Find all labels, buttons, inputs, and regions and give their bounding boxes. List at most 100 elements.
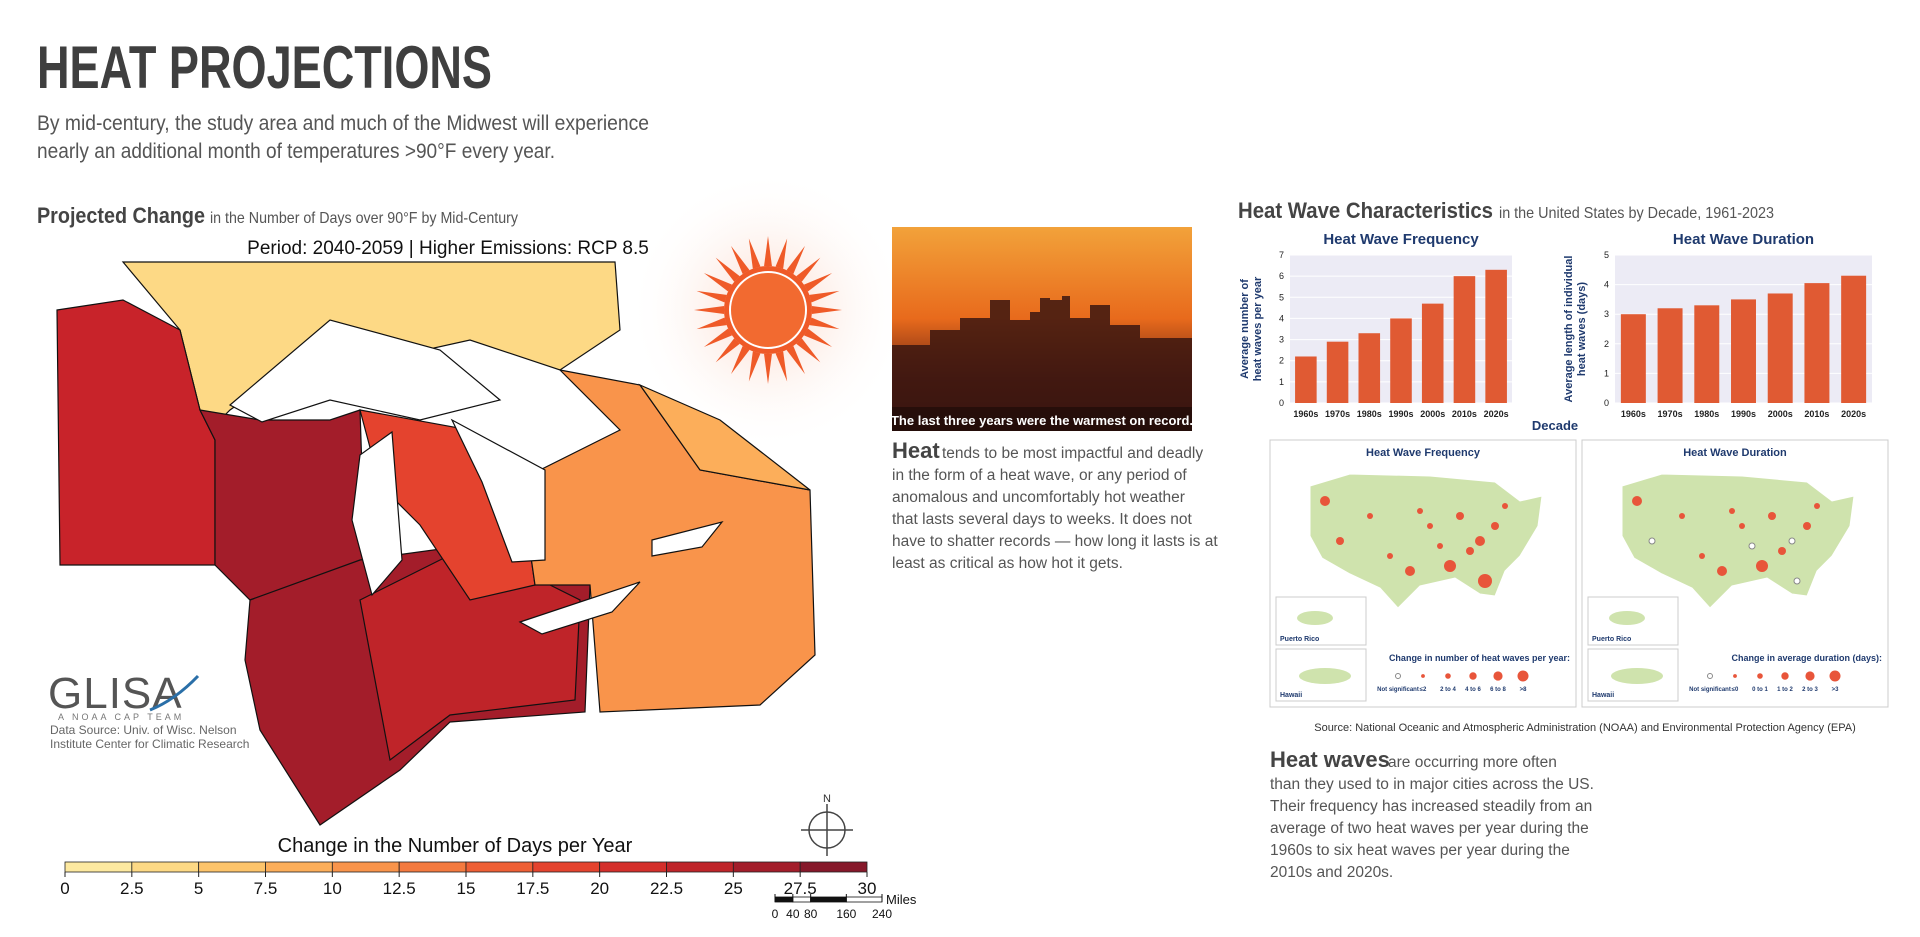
section-heading: Projected Change (37, 203, 205, 228)
legend-label: Not significant (1689, 687, 1731, 693)
legend-label: >3 (1832, 687, 1840, 693)
colorbar-tick-label: 2.5 (120, 879, 144, 898)
paragraph-line: average of two heat waves per year durin… (1270, 820, 1589, 837)
city-dot (1756, 560, 1768, 572)
colorbar-swatch (265, 861, 333, 873)
y-tick-label: 3 (1604, 309, 1609, 319)
city-dot (1405, 566, 1415, 576)
lake (450, 418, 546, 563)
city-dot (1632, 496, 1642, 506)
compass (801, 804, 853, 856)
source-note: Source: National Oceanic and Atmospheric… (1314, 722, 1856, 734)
map-region (638, 383, 811, 491)
city-dot (1466, 547, 1474, 555)
compass-label: N (823, 793, 831, 805)
scale-segment (774, 896, 794, 903)
lake (518, 581, 641, 635)
legend-dot (1805, 671, 1815, 681)
paragraph-line: least as critical as how hot it gets. (892, 555, 1123, 572)
city-dot (1679, 513, 1685, 519)
bar-chart: Heat Wave Frequency 0 1 2 3 4 5 6 7 Average numbe… (1239, 231, 1512, 419)
bar (1804, 283, 1830, 403)
legend-dot (1781, 672, 1789, 680)
heat-paragraph: Heat tends to be most impactful and deadl… (892, 438, 1218, 572)
x-axis-label: Decade (1532, 418, 1578, 433)
inset-label: Puerto Rico (1592, 636, 1631, 643)
x-tick-label: 1960s (1621, 409, 1646, 419)
sun-ray (731, 345, 750, 375)
bar (1485, 269, 1507, 403)
inset-shape (1611, 668, 1663, 684)
sun-ray (775, 351, 788, 382)
photo-caption-bg (892, 407, 1192, 431)
colorbar-tick-label: 25 (724, 879, 743, 898)
inset-label: Hawaii (1592, 692, 1614, 699)
city-dot (1491, 522, 1499, 530)
colorbar-swatch (131, 861, 200, 873)
sun-ray (803, 328, 833, 347)
colorbar-tick-label: 27.5 (784, 879, 817, 898)
colorbar-swatch (532, 861, 601, 873)
colorbar-swatch (599, 861, 667, 873)
bar (1421, 303, 1444, 403)
sun-ray (731, 245, 750, 275)
sun-ray (786, 345, 805, 375)
y-tick-label: 4 (1604, 280, 1609, 290)
colorbar: 0 2.5 5 7.5 10 12.5 15 17.5 20 22.5 25 27.5 30 (60, 861, 876, 898)
legend-label: 0 to 1 (1752, 687, 1768, 693)
legend-dot (1469, 672, 1477, 680)
bar (1767, 293, 1793, 403)
colorbar-title: Change in the Number of Days per Year (278, 835, 633, 857)
scale-segment (845, 896, 883, 903)
paragraph-line: than they used to in major cities across… (1270, 776, 1594, 793)
projection-map (56, 261, 816, 826)
sun-ray (764, 236, 772, 267)
legend-label: 2 to 4 (1440, 687, 1456, 693)
y-axis-label: Average number of (1239, 279, 1251, 379)
legend-dot (1757, 673, 1763, 679)
section-heading-rest: in the Number of Days over 90°F by Mid-C… (210, 210, 518, 227)
colorbar-swatch (64, 861, 133, 873)
bar (1731, 299, 1756, 403)
scale-label: 40 (786, 907, 800, 921)
legend-label: Not significant (1377, 687, 1419, 693)
city-dot (1717, 566, 1727, 576)
sun-ray (748, 351, 761, 382)
legend-label: ≤0 (1732, 687, 1739, 693)
colorbar-tick-label: 7.5 (254, 879, 278, 898)
x-tick-label: 1990s (1388, 409, 1413, 419)
legend-label: 2 to 3 (1802, 687, 1818, 693)
sun-ray (809, 290, 840, 303)
colorbar-tick-label: 0 (60, 879, 69, 898)
legend-label: 1 to 2 (1777, 687, 1793, 693)
map-title: Heat Wave Frequency (1366, 447, 1481, 459)
bar-chart: Heat Wave Duration 0 1 2 3 4 5 Average length o… (1532, 231, 1872, 433)
section-heading: Heat Wave Characteristics (1238, 198, 1493, 223)
photo-skyline (892, 296, 1192, 431)
x-tick-label: 2020s (1841, 409, 1866, 419)
city-dot (1788, 537, 1796, 545)
x-tick-label: 1970s (1325, 409, 1350, 419)
bar (1657, 308, 1683, 403)
sun-ray (775, 238, 788, 269)
legend-title: Change in average duration (days): (1731, 653, 1882, 663)
colorbar-swatch (331, 861, 400, 873)
paragraph-line: Their frequency has increased steadily f… (1270, 798, 1592, 815)
bar (1453, 276, 1476, 403)
legend-dot (1829, 670, 1841, 682)
city-dot (1320, 496, 1330, 506)
sun-ray (703, 273, 733, 292)
logo-swoosh (149, 674, 200, 712)
city-dot (1739, 523, 1745, 529)
x-tick-label: 1980s (1694, 409, 1719, 419)
city-dot (1778, 547, 1786, 555)
sun-ray (811, 306, 842, 314)
inset-shape (1609, 611, 1645, 625)
sun-ray (786, 245, 805, 275)
logo-tagline: A NOAA CAP TEAM (58, 712, 184, 722)
y-tick-label: 4 (1279, 313, 1284, 323)
inset-shape (1297, 611, 1333, 625)
